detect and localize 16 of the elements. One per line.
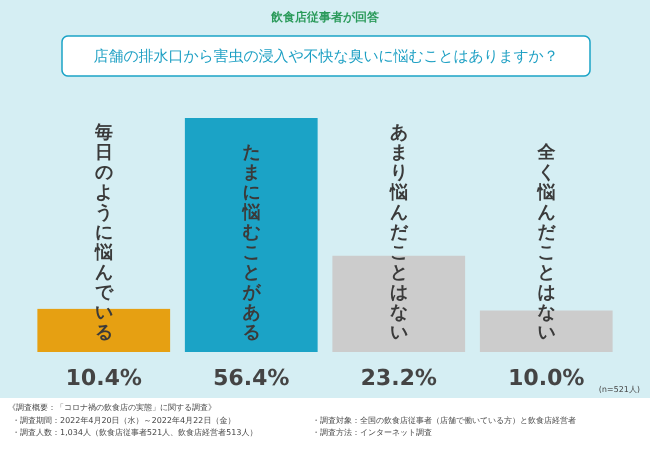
- text: (n=521人): [598, 385, 640, 394]
- data-label: 10.0%: [508, 366, 584, 391]
- data-label: 10.4%: [66, 366, 142, 391]
- text: ・調査期間：2022年4月20日（水）～2022年4月22日（金）: [12, 416, 236, 425]
- chart-title: 店舗の排水口から害虫の浸入や不快な臭いに悩むことはありますか？: [94, 47, 558, 65]
- text: ・調査人数：1,034人（飲食店従事者521人、飲食店経営者513人）: [12, 428, 258, 437]
- text: 《調査概要：「コロナ禍の飲食店の実態」に関する調査》: [8, 403, 216, 412]
- bar: [184, 118, 318, 352]
- text: ・調査方法：インターネット調査: [312, 428, 432, 437]
- data-label: 23.2%: [360, 366, 437, 391]
- category-label: 全く悩んだことはない: [537, 142, 556, 343]
- text: ・調査対象：全国の飲食店従事者（店舗で働いている方）と飲食店経営者: [312, 416, 576, 425]
- data-label: 56.4%: [213, 366, 290, 391]
- category-label: たまに悩むことがある: [242, 142, 260, 343]
- chart-subtitle: 飲食店従事者が回答: [270, 10, 380, 24]
- category-label: あまり悩んだことはない: [390, 122, 408, 343]
